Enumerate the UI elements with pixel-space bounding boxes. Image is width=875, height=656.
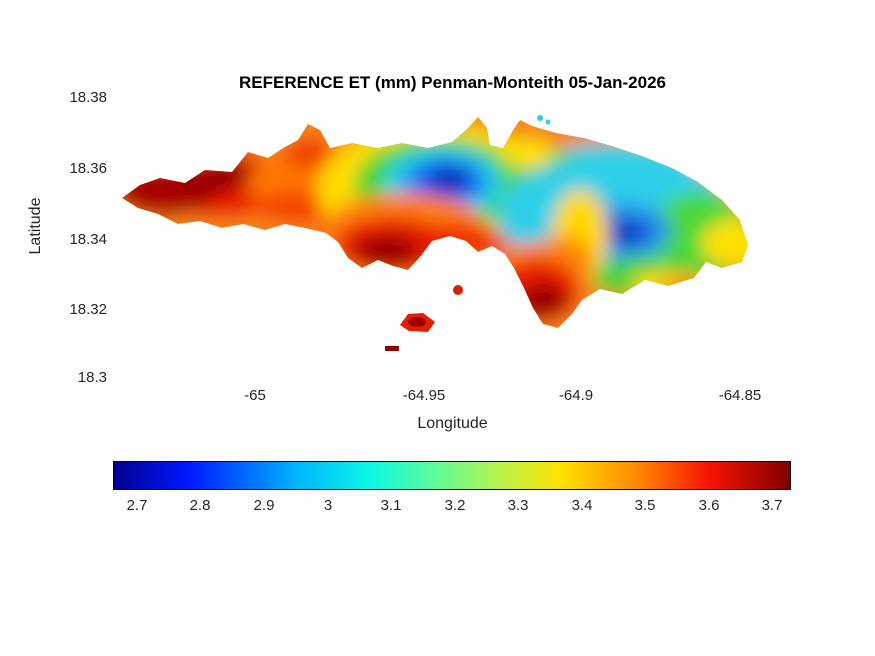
offshore-islets <box>385 115 551 351</box>
colorbar-tick-label: 3.2 <box>444 497 466 514</box>
colorbar-tick-label: 2.9 <box>253 497 275 514</box>
colorbar-tick-label: 2.8 <box>189 497 211 514</box>
colorbar-tick-label: 3.4 <box>571 497 593 514</box>
x-tick-label: -64.95 <box>402 387 446 404</box>
colorbar-tick-label: 2.7 <box>126 497 148 514</box>
y-tick-label: 18.38 <box>69 89 107 106</box>
x-tick-label: -65 <box>244 387 266 404</box>
colorbar-tick-label: 3.7 <box>761 497 783 514</box>
colorbar-tick-label: 3.3 <box>507 497 529 514</box>
x-axis-label: Longitude <box>417 415 488 432</box>
colorbar-tick-label: 3.1 <box>380 497 402 514</box>
colorbar-tick-label: 3.5 <box>634 497 656 514</box>
y-tick-label: 18.36 <box>69 160 107 177</box>
y-tick-label: 18.34 <box>69 231 107 248</box>
x-tick-label: -64.9 <box>558 387 594 404</box>
plot-title: REFERENCE ET (mm) Penman-Monteith 05-Jan… <box>239 73 666 92</box>
colorbar-gradient <box>113 461 791 490</box>
y-tick-label: 18.32 <box>69 301 107 318</box>
colorbar-tick-label: 3 <box>323 497 333 514</box>
island-heatmap <box>122 115 748 351</box>
plot-area <box>115 95 790 383</box>
y-tick-label: 18.3 <box>77 369 107 386</box>
colorbar-tick-label: 3.6 <box>698 497 720 514</box>
x-tick-label: -64.85 <box>718 387 762 404</box>
